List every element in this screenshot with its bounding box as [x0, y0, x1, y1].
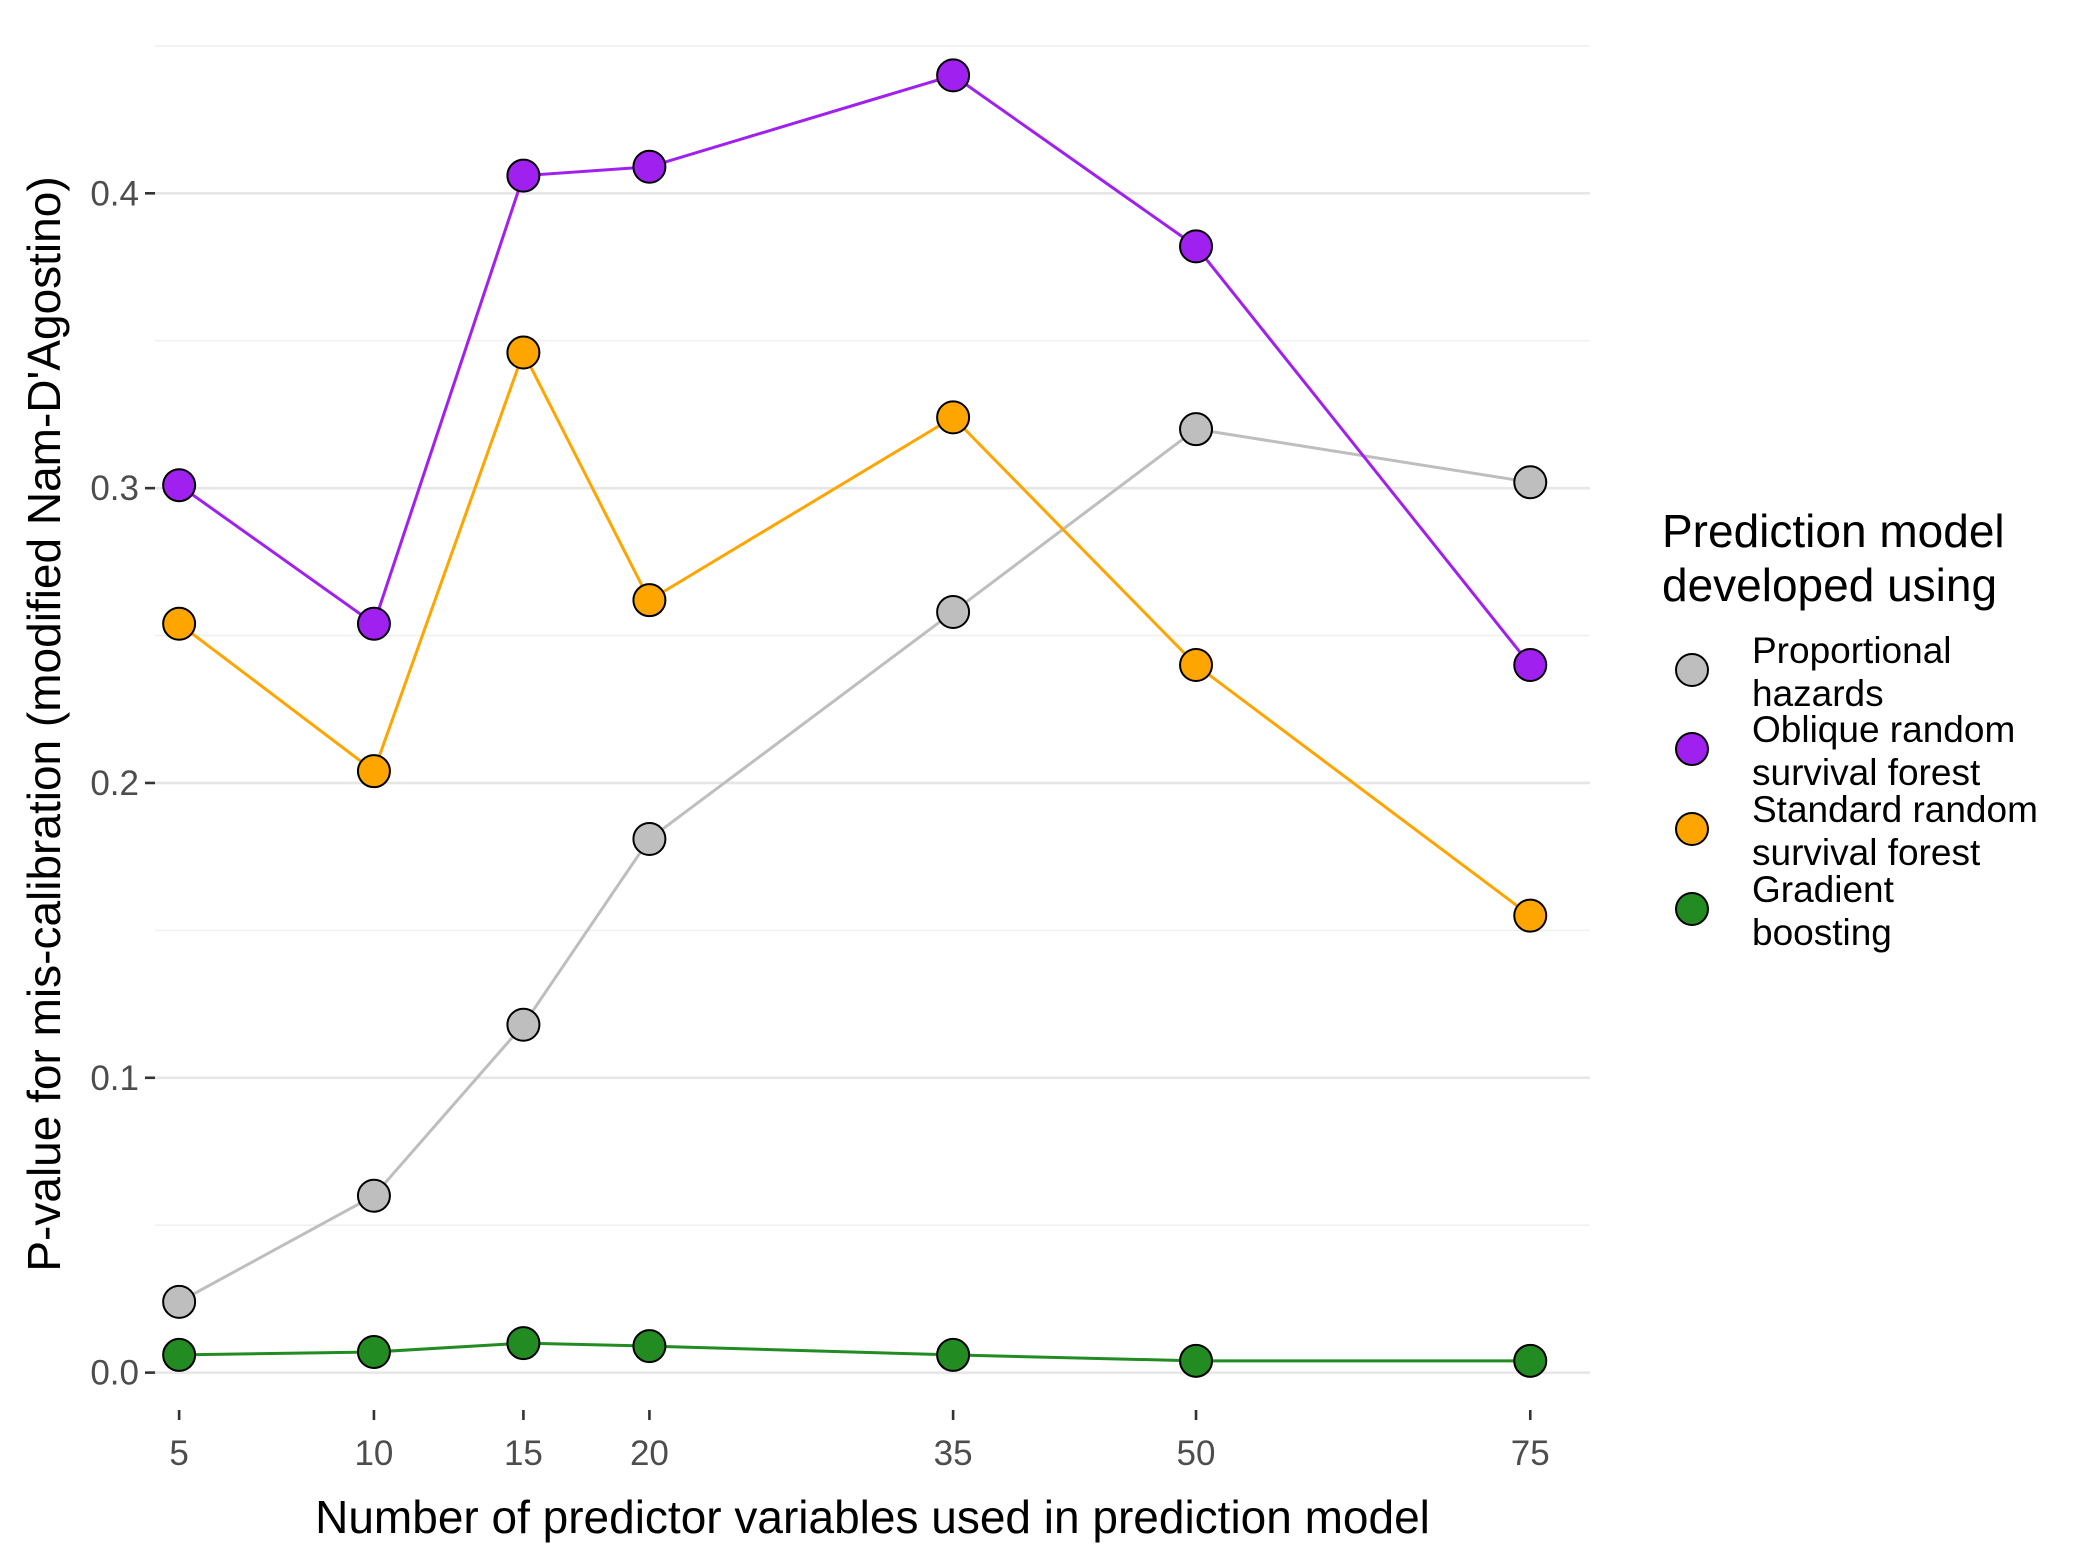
y-tick-label: 0.0 [90, 1354, 139, 1393]
data-point [1179, 1343, 1214, 1378]
data-point [936, 1337, 971, 1372]
data-point [632, 1329, 667, 1364]
legend-label-line: boosting [1752, 912, 1892, 953]
x-axis-title: Number of predictor variables used in pr… [315, 1491, 1430, 1543]
legend-title-line-2: developed using [1662, 559, 1997, 611]
data-point [506, 335, 541, 370]
data-point [1179, 412, 1214, 447]
x-tick-label: 50 [1177, 1434, 1216, 1473]
y-tick-label: 0.1 [90, 1059, 139, 1098]
y-tick-label: 0.4 [90, 174, 139, 213]
y-axis: 0.0 0.1 0.2 0.3 0.4 [90, 174, 155, 1393]
data-point [1179, 648, 1214, 683]
legend-key-marker [1675, 732, 1709, 766]
x-tick-label: 20 [630, 1434, 669, 1473]
legend: Prediction model developed using Proport… [1662, 505, 2038, 953]
data-point [1179, 229, 1214, 264]
legend-key-marker [1675, 812, 1709, 846]
data-point [1513, 465, 1548, 500]
data-point [506, 158, 541, 193]
legend-key-marker [1675, 892, 1709, 926]
data-point [506, 1326, 541, 1361]
x-tick-label: 75 [1511, 1434, 1550, 1473]
data-point [506, 1007, 541, 1042]
data-point [162, 1337, 197, 1372]
data-point [936, 400, 971, 435]
data-point [1513, 1343, 1548, 1378]
data-point [356, 606, 391, 641]
data-point [162, 1284, 197, 1319]
x-tick-label: 15 [504, 1434, 543, 1473]
x-tick-label: 5 [169, 1434, 188, 1473]
series-group [162, 58, 1548, 1378]
series-line [178, 73, 1532, 666]
y-tick-label: 0.3 [90, 469, 139, 508]
legend-label-line: Standard random [1752, 789, 2038, 830]
x-tick-label: 35 [934, 1434, 973, 1473]
y-tick-label: 0.2 [90, 764, 139, 803]
data-point [356, 754, 391, 789]
series-line [178, 427, 1531, 1304]
data-point [162, 468, 197, 503]
legend-label-line: survival forest [1752, 752, 1981, 793]
legend-label-line: Oblique random [1752, 709, 2015, 750]
legend-label-line: Gradient [1752, 869, 1895, 910]
grid [155, 45, 1590, 1374]
data-point [632, 821, 667, 856]
x-tick-label: 10 [354, 1434, 393, 1473]
data-point [936, 594, 971, 629]
data-point [356, 1178, 391, 1213]
legend-key-marker [1675, 653, 1709, 687]
data-point [1513, 648, 1548, 683]
data-point [936, 58, 971, 93]
data-point [162, 606, 197, 641]
x-axis: 5 10 15 20 35 50 75 [169, 1410, 1550, 1473]
data-point [1513, 898, 1548, 933]
legend-label-line: Proportional [1752, 630, 1952, 671]
data-point [632, 149, 667, 184]
legend-title-line-1: Prediction model [1662, 505, 2005, 557]
y-axis-title: P-value for mis-calibration (modified Na… [18, 176, 70, 1271]
data-point [632, 583, 667, 618]
data-point [356, 1334, 391, 1369]
legend-label-line: survival forest [1752, 832, 1981, 873]
legend-label-line: hazards [1752, 673, 1884, 714]
